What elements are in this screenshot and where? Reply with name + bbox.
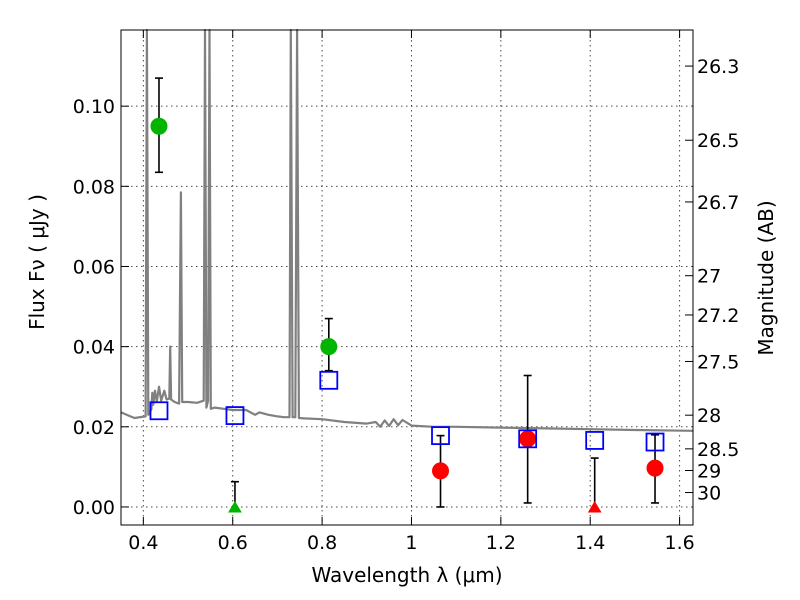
y-tick-label: 0.00	[73, 497, 115, 519]
x-tick-label: 1.6	[664, 532, 694, 554]
y-tick-label: 0.10	[73, 96, 115, 118]
upper-limit-marker	[228, 500, 242, 513]
spectrum-layer	[120, 28, 694, 432]
x-tick-label: 0.8	[307, 532, 337, 554]
magnitude-tick-label: 28.5	[697, 439, 739, 461]
model-photometry-square	[149, 401, 169, 421]
y-tick-label: 0.02	[73, 417, 115, 439]
red-detections-point	[519, 430, 537, 448]
magnitude-tick-label: 26.3	[697, 56, 739, 78]
model-photometry-square	[585, 431, 605, 450]
x-tick-label: 0.4	[128, 532, 158, 554]
y-axis-title-right: Magnitude (AB)	[754, 200, 778, 355]
magnitude-tick-label: 29	[697, 460, 721, 482]
magnitude-tick-label: 27.5	[697, 351, 739, 373]
y-axis-title: Flux Fν ( μJy )	[25, 194, 49, 330]
tick-layer	[121, 30, 693, 525]
upper-limit-marker	[587, 500, 602, 513]
model-photometry-square	[225, 406, 245, 425]
model-photometry-square	[431, 426, 450, 446]
model-photometry-square	[518, 429, 538, 449]
plot-frame	[120, 29, 694, 526]
y-tick-label: 0.08	[73, 176, 115, 198]
magnitude-tick-label: 27.2	[697, 305, 739, 327]
magnitude-tick-label: 27	[697, 266, 721, 288]
x-tick-label: 1.2	[486, 532, 516, 554]
errorbar-layer	[154, 77, 660, 510]
red-detections-point	[646, 459, 664, 477]
magnitude-tick-label: 28	[697, 405, 721, 427]
magnitude-tick-label: 30	[697, 483, 721, 505]
y-tick-labels: 0.00 0.02 0.04 0.06 0.08 0.10	[73, 96, 115, 519]
x-axis-title: Wavelength λ (μm)	[311, 563, 502, 587]
green-detections-point	[320, 338, 338, 356]
model-spectrum-line	[120, 28, 694, 432]
model-photometry-square	[645, 432, 665, 452]
x-tick-label: 1.4	[575, 532, 605, 554]
magnitude-tick-label: 26.5	[697, 130, 739, 152]
y-tick-label: 0.04	[73, 337, 115, 359]
x-tick-labels: 0.4 0.6 0.8 1 1.2 1.4 1.6	[128, 532, 694, 554]
x-tick-label: 1	[405, 532, 417, 554]
grid	[121, 30, 693, 525]
green-detections-point	[150, 117, 168, 135]
x-tick-label: 0.6	[218, 532, 248, 554]
y-tick-label: 0.06	[73, 256, 115, 278]
magnitude-tick-label: 26.7	[697, 192, 739, 214]
marker-layer	[149, 117, 665, 513]
model-photometry-square	[319, 370, 339, 390]
red-detections-point	[432, 462, 450, 480]
